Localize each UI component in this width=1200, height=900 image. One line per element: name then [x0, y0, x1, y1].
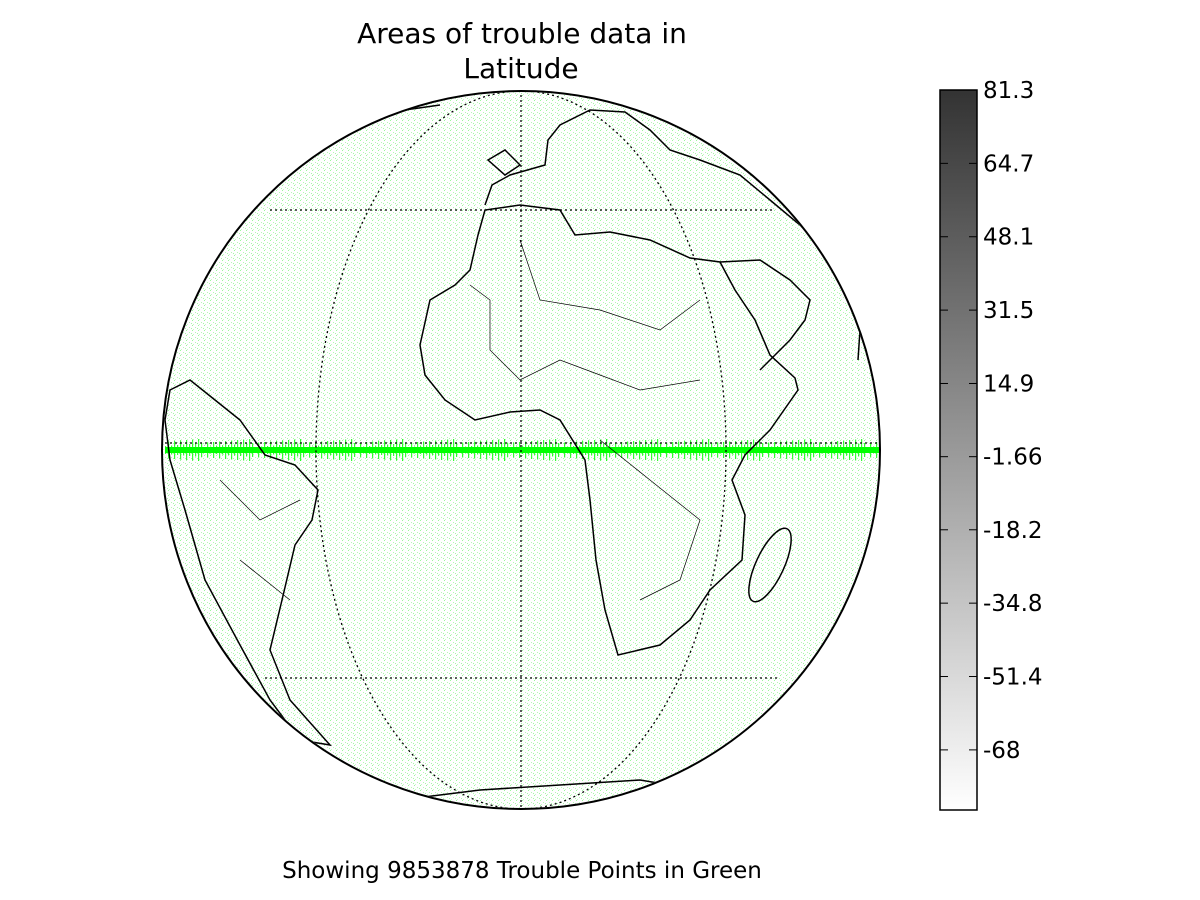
colorbar [939, 89, 978, 811]
colorbar-tick-label: 31.5 [983, 298, 1034, 324]
colorbar-tick-label: -68 [983, 738, 1021, 764]
colorbar-tick-label: 14.9 [983, 371, 1034, 397]
colorbar-tick-label: 81.3 [983, 78, 1034, 104]
title-line: Areas of trouble data in [357, 17, 687, 50]
title-line: Latitude [463, 52, 578, 85]
globe-outline [161, 90, 881, 810]
globe [163, 92, 879, 808]
borders [219, 239, 701, 601]
colorbar-tick-label: -51.4 [983, 665, 1043, 691]
colorbar-tick-label: 64.7 [983, 151, 1034, 177]
equator-band [165, 439, 879, 461]
colorbar-tick-label: -1.66 [983, 445, 1043, 471]
graticule [163, 92, 879, 808]
colorbar-tick-label: -18.2 [983, 518, 1043, 544]
band-core [165, 447, 879, 453]
colorbar-ticks: 81.3 64.7 48.1 31.5 14.9 -1.66 -18.2 -34.8 -51.4… [940, 78, 1043, 764]
colorbar-tick-label: 48.1 [983, 225, 1034, 251]
colorbar-tick-label: -34.8 [983, 591, 1043, 617]
caption: Showing 9853878 Trouble Points in Green [282, 858, 762, 884]
